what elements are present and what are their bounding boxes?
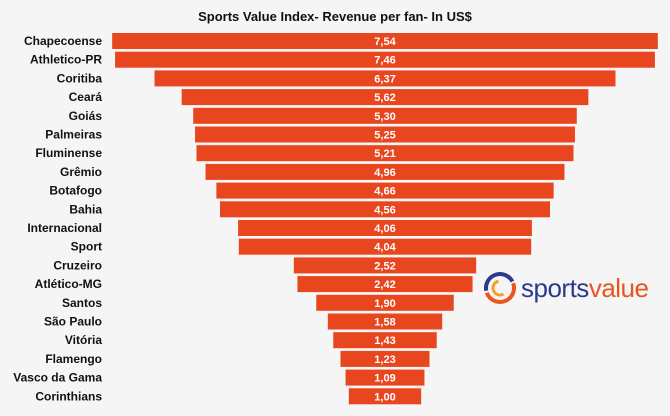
category-label: Santos bbox=[62, 296, 102, 310]
bar bbox=[220, 201, 550, 218]
category-label: Corinthians bbox=[35, 389, 102, 403]
category-label: Cruzeiro bbox=[53, 258, 102, 272]
value-label: 6,37 bbox=[374, 73, 395, 85]
logo-text-part1: sports bbox=[521, 272, 589, 303]
bar bbox=[154, 70, 616, 87]
bars bbox=[112, 33, 658, 405]
bar bbox=[216, 182, 554, 199]
category-label: Fluminense bbox=[35, 146, 102, 160]
value-label: 4,96 bbox=[374, 167, 395, 179]
category-labels: Chapecoense Athletico-PR Coritiba Ceará Goiá… bbox=[13, 34, 102, 403]
category-label: São Paulo bbox=[44, 315, 102, 329]
category-label: Coritiba bbox=[57, 71, 103, 85]
bar bbox=[196, 145, 574, 162]
bar bbox=[316, 294, 454, 311]
bar bbox=[238, 220, 532, 236]
value-label: 1,43 bbox=[374, 335, 395, 347]
bar bbox=[193, 107, 577, 124]
category-label: Goiás bbox=[69, 109, 103, 123]
value-label: 4,04 bbox=[374, 242, 396, 254]
value-label: 7,54 bbox=[374, 36, 396, 48]
bar bbox=[340, 350, 430, 367]
value-label: 5,62 bbox=[374, 92, 395, 104]
category-label: Chapecoense bbox=[24, 34, 102, 48]
category-label: Bahia bbox=[69, 202, 102, 216]
bar bbox=[293, 257, 477, 274]
value-label: 1,09 bbox=[374, 373, 395, 385]
value-label: 1,23 bbox=[374, 354, 395, 366]
value-label: 4,66 bbox=[374, 186, 395, 198]
value-label: 2,52 bbox=[374, 260, 395, 272]
bar bbox=[205, 163, 565, 180]
category-label: Atlético-MG bbox=[35, 277, 102, 291]
bar bbox=[195, 126, 575, 143]
value-label: 7,46 bbox=[374, 55, 395, 67]
logo-swirl-icon bbox=[484, 272, 516, 304]
value-labels: 7,54 7,46 6,37 5,62 5,30 5,25 5,21 4,96 4,66 4,56… bbox=[374, 36, 396, 403]
bar bbox=[112, 33, 658, 49]
bar bbox=[333, 332, 437, 349]
bar bbox=[327, 313, 443, 330]
category-label: Vitória bbox=[65, 333, 102, 347]
bar bbox=[345, 369, 425, 386]
category-label: Internacional bbox=[27, 221, 102, 235]
value-label: 2,42 bbox=[374, 279, 395, 291]
category-label: Palmeiras bbox=[45, 128, 102, 142]
category-label: Sport bbox=[71, 240, 102, 254]
category-label: Botafogo bbox=[49, 184, 102, 198]
value-label: 4,56 bbox=[374, 204, 395, 216]
category-label: Grêmio bbox=[60, 165, 102, 179]
logo-text: sportsvalue bbox=[521, 272, 649, 304]
sportsvalue-logo: sportsvalue bbox=[483, 268, 649, 308]
value-label: 1,90 bbox=[374, 298, 395, 310]
value-label: 1,00 bbox=[374, 391, 395, 403]
value-label: 4,06 bbox=[374, 223, 395, 235]
bar bbox=[181, 89, 589, 106]
bar bbox=[348, 388, 422, 405]
value-label: 5,25 bbox=[374, 130, 395, 142]
value-label: 5,21 bbox=[374, 148, 395, 160]
category-label: Flamengo bbox=[45, 352, 102, 366]
bar bbox=[238, 238, 532, 255]
bar bbox=[297, 276, 473, 293]
value-label: 5,30 bbox=[374, 111, 395, 123]
category-label: Athletico-PR bbox=[30, 53, 102, 67]
bar bbox=[115, 51, 655, 68]
logo-text-part2: value bbox=[588, 272, 649, 303]
category-label: Vasco da Gama bbox=[13, 371, 102, 385]
chart-title: Sports Value Index- Revenue per fan- In … bbox=[198, 9, 472, 24]
value-label: 1,58 bbox=[374, 317, 395, 329]
category-label: Ceará bbox=[69, 90, 103, 104]
